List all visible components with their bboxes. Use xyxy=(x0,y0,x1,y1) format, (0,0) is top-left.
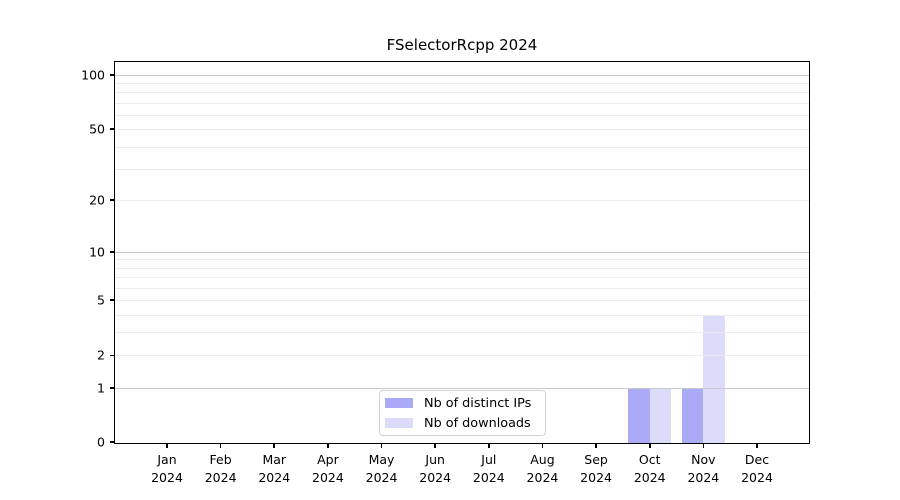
y-axis-tick-label: 2 xyxy=(97,347,105,363)
x-axis-tick-label: Jun 2024 xyxy=(419,451,451,486)
bar-distinct-ips xyxy=(628,387,650,443)
x-axis-tick-label: Nov 2024 xyxy=(687,451,719,486)
month-label: Mar xyxy=(262,452,287,467)
major-gridline xyxy=(115,74,809,76)
minor-gridline xyxy=(115,92,809,94)
minor-gridline xyxy=(115,300,809,302)
year-label: 2024 xyxy=(526,469,559,485)
x-axis-tick xyxy=(380,443,383,448)
y-axis-tick-label: 100 xyxy=(81,67,105,83)
y-axis-tick-label: 50 xyxy=(89,121,105,137)
year-label: 2024 xyxy=(419,469,452,485)
year-label: 2024 xyxy=(365,469,398,485)
minor-gridline xyxy=(115,277,809,279)
month-label: Sep xyxy=(584,452,608,467)
y-axis-tick-label: 1 xyxy=(97,380,105,396)
year-label: 2024 xyxy=(580,469,612,485)
legend-item-downloads: Nb of downloads xyxy=(385,415,537,431)
x-axis-tick-label: Oct 2024 xyxy=(634,451,666,486)
month-label: Nov xyxy=(691,452,716,467)
year-label: 2024 xyxy=(151,469,183,485)
y-axis-tick-label: 20 xyxy=(89,192,105,208)
x-axis-tick-label: Dec 2024 xyxy=(741,451,773,486)
y-axis-tick xyxy=(110,299,115,301)
x-axis-tick-label: Aug 2024 xyxy=(527,451,559,486)
y-axis-tick xyxy=(110,128,115,131)
x-axis-tick xyxy=(219,443,222,448)
y-axis-tick xyxy=(110,73,115,76)
bar-distinct-ips xyxy=(681,387,704,443)
chart-title: FSelectorRcpp 2024 xyxy=(386,36,538,54)
year-label: 2024 xyxy=(204,469,237,485)
month-label: May xyxy=(368,452,395,467)
y-axis-tick xyxy=(110,199,115,201)
major-gridline xyxy=(115,251,809,253)
year-label: 2024 xyxy=(472,469,505,485)
month-label: Apr xyxy=(317,452,339,467)
month-label: Aug xyxy=(530,452,555,467)
x-axis-tick-label: Jan 2024 xyxy=(151,451,183,486)
x-axis-tick xyxy=(273,443,276,448)
x-axis-tick xyxy=(648,443,651,448)
legend-swatch-distinct-ips xyxy=(385,398,413,408)
x-axis-tick-label: Jul 2024 xyxy=(473,451,505,486)
plot-area: 0 1 2 5 10 20 50 100 Jan 2024 Feb 2024 Mar 2024 Apr 202… xyxy=(81,61,810,485)
month-label: Jan xyxy=(157,452,177,467)
x-axis-tick-label: Feb 2024 xyxy=(205,451,237,486)
minor-gridline xyxy=(115,129,809,131)
minor-gridline xyxy=(115,169,809,171)
year-label: 2024 xyxy=(258,469,291,485)
x-axis-tick-label: May 2024 xyxy=(366,451,398,486)
year-label: 2024 xyxy=(633,469,666,485)
x-axis-tick xyxy=(595,443,597,448)
x-axis-tick xyxy=(541,443,544,448)
y-axis-tick xyxy=(110,441,115,443)
minor-gridline xyxy=(115,115,809,117)
x-axis-tick xyxy=(487,443,490,448)
legend-label-distinct-ips: Nb of distinct IPs xyxy=(424,395,532,411)
bar-downloads xyxy=(703,314,725,443)
month-label: Oct xyxy=(638,452,661,467)
minor-gridline xyxy=(115,146,809,148)
x-axis-tick xyxy=(327,443,329,448)
minor-gridline xyxy=(115,267,809,269)
x-axis-tick xyxy=(166,443,168,448)
y-axis-tick-label: 5 xyxy=(97,292,105,308)
x-axis-tick-label: Sep 2024 xyxy=(580,451,612,486)
y-axis-tick-label: 0 xyxy=(97,434,105,450)
month-label: Feb xyxy=(209,452,232,467)
legend-label-downloads: Nb of downloads xyxy=(424,415,531,431)
y-axis-tick xyxy=(110,354,115,357)
legend: Nb of distinct IPs Nb of downloads xyxy=(379,390,546,436)
minor-gridline xyxy=(115,259,809,261)
y-axis-tick xyxy=(110,386,115,389)
x-axis-tick-label: Apr 2024 xyxy=(312,451,344,486)
x-axis-tick xyxy=(756,443,758,448)
minor-gridline xyxy=(115,200,809,202)
x-axis-tick xyxy=(702,443,705,448)
year-label: 2024 xyxy=(687,469,720,485)
year-label: 2024 xyxy=(312,469,344,485)
x-axis-tick-label: Mar 2024 xyxy=(258,451,290,486)
legend-swatch-downloads xyxy=(385,418,413,428)
x-axis-tick xyxy=(434,443,437,448)
minor-gridline xyxy=(115,102,809,104)
bar-downloads xyxy=(649,387,672,443)
year-label: 2024 xyxy=(741,469,773,485)
minor-gridline xyxy=(115,287,809,289)
minor-gridline xyxy=(115,83,809,85)
y-axis-tick xyxy=(110,250,115,253)
month-label: Jun xyxy=(425,452,445,467)
month-label: Dec xyxy=(744,452,770,467)
y-axis-tick-label: 10 xyxy=(89,244,105,260)
month-label: Jul xyxy=(481,452,497,467)
legend-item-distinct-ips: Nb of distinct IPs xyxy=(385,395,537,411)
